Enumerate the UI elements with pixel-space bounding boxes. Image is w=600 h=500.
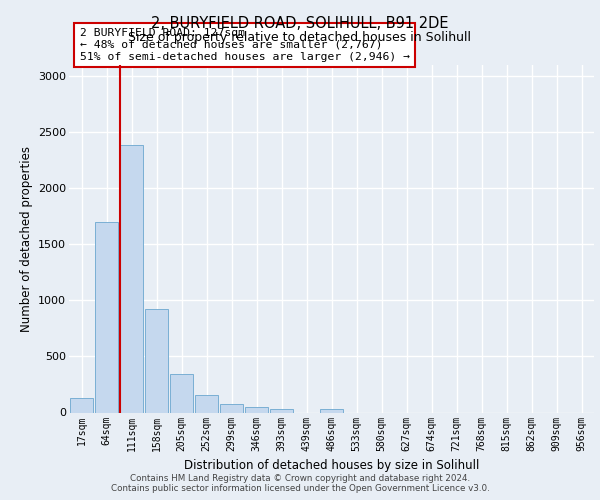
Bar [145,310,168,412]
Text: 2 BURYFIELD ROAD: 127sqm
← 48% of detached houses are smaller (2,767)
51% of sem: 2 BURYFIELD ROAD: 127sqm ← 48% of detach… [79,28,409,62]
Y-axis label: Number of detached properties: Number of detached properties [20,146,32,332]
Text: Contains HM Land Registry data © Crown copyright and database right 2024.: Contains HM Land Registry data © Crown c… [130,474,470,483]
Bar [320,410,343,412]
Bar [170,374,193,412]
Bar [120,144,143,412]
X-axis label: Distribution of detached houses by size in Solihull: Distribution of detached houses by size … [184,459,479,472]
Bar [195,395,218,412]
Bar [95,222,118,412]
Bar [245,407,268,412]
Text: Contains public sector information licensed under the Open Government Licence v3: Contains public sector information licen… [110,484,490,493]
Text: Size of property relative to detached houses in Solihull: Size of property relative to detached ho… [128,31,472,44]
Bar [270,409,293,412]
Bar [220,404,243,412]
Bar [70,398,93,412]
Text: 2, BURYFIELD ROAD, SOLIHULL, B91 2DE: 2, BURYFIELD ROAD, SOLIHULL, B91 2DE [151,16,449,31]
